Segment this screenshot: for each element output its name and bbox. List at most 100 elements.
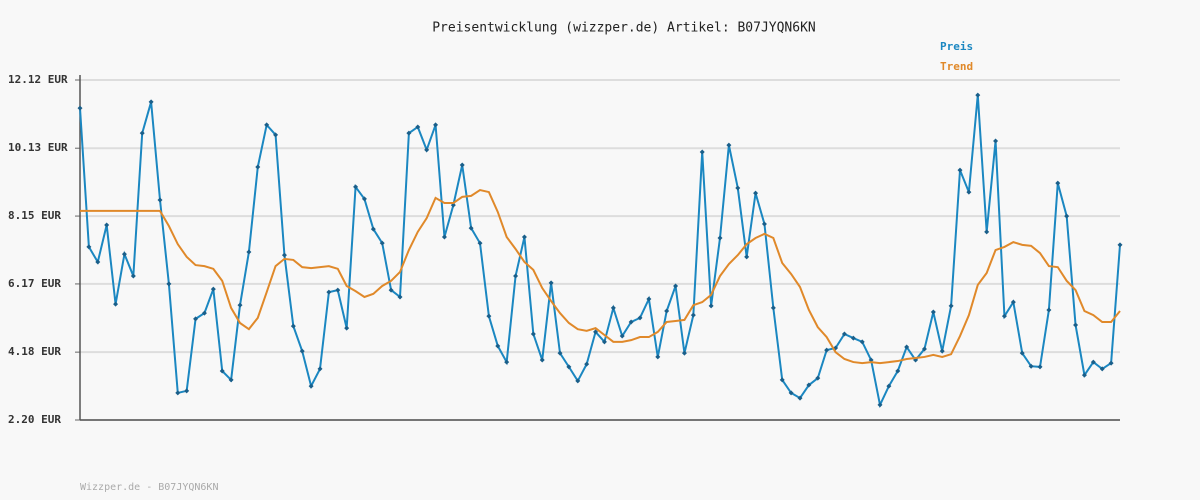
point-marker xyxy=(744,254,750,260)
point-marker xyxy=(628,319,634,325)
point-marker xyxy=(166,281,172,287)
point-marker xyxy=(193,316,199,322)
point-marker xyxy=(335,287,341,293)
point-marker xyxy=(104,222,110,228)
point-marker xyxy=(1081,372,1087,378)
point-marker xyxy=(95,259,101,265)
point-marker xyxy=(575,378,581,384)
point-marker xyxy=(486,313,492,319)
point-marker xyxy=(228,377,234,383)
line-trend xyxy=(80,188,1121,365)
point-marker xyxy=(353,184,359,190)
point-marker xyxy=(708,303,714,309)
point-marker xyxy=(201,310,207,316)
y-tick-label: 10.13 EUR xyxy=(8,141,68,154)
point-marker xyxy=(308,383,314,389)
point-marker xyxy=(993,138,999,144)
point-marker xyxy=(424,147,430,153)
point-marker xyxy=(841,331,847,337)
point-marker xyxy=(735,185,741,191)
point-marker xyxy=(939,348,945,354)
chart-title: Preisentwicklung (wizzper.de) Artikel: B… xyxy=(432,21,816,36)
point-marker xyxy=(557,350,563,356)
point-marker xyxy=(1073,322,1079,328)
point-marker xyxy=(121,251,127,257)
point-marker xyxy=(1108,360,1114,366)
point-marker xyxy=(495,343,501,349)
point-marker xyxy=(139,130,145,136)
point-marker xyxy=(1117,242,1123,248)
point-marker xyxy=(886,383,892,389)
point-marker xyxy=(361,196,367,202)
point-marker xyxy=(326,289,332,295)
point-marker xyxy=(459,162,465,168)
point-marker xyxy=(157,197,163,203)
point-marker xyxy=(281,252,287,258)
point-marker xyxy=(859,339,865,345)
point-marker xyxy=(1046,307,1052,313)
point-marker xyxy=(690,312,696,318)
point-marker xyxy=(210,286,216,292)
point-marker xyxy=(77,105,83,111)
legend-entry: Preis xyxy=(940,40,973,53)
point-marker xyxy=(344,325,350,331)
y-tick-label: 2.20 EUR xyxy=(8,413,61,426)
point-marker xyxy=(806,382,812,388)
point-marker xyxy=(726,142,732,148)
point-marker xyxy=(655,354,661,360)
point-marker xyxy=(584,361,590,367)
point-marker xyxy=(1001,313,1007,319)
point-marker xyxy=(317,366,323,372)
point-marker xyxy=(904,344,910,350)
point-marker xyxy=(264,122,270,128)
line-preis xyxy=(79,94,1121,409)
point-marker xyxy=(379,240,385,246)
point-marker xyxy=(717,235,723,241)
point-marker xyxy=(610,305,616,311)
y-tick-label: 6.17 EUR xyxy=(8,277,61,290)
point-marker xyxy=(681,350,687,356)
point-marker xyxy=(148,99,154,105)
point-marker xyxy=(975,92,981,98)
point-marker xyxy=(984,229,990,235)
point-marker xyxy=(513,273,519,279)
point-marker xyxy=(921,346,927,352)
point-marker xyxy=(948,303,954,309)
point-marker xyxy=(504,359,510,365)
point-marker xyxy=(219,368,225,374)
point-marker xyxy=(815,375,821,381)
point-marker xyxy=(1055,180,1061,186)
point-marker xyxy=(415,124,421,130)
point-marker xyxy=(237,302,243,308)
y-tick-label: 12.12 EUR xyxy=(8,73,68,86)
legend-entry: Trend xyxy=(940,60,973,73)
point-marker xyxy=(1099,366,1105,372)
point-marker xyxy=(175,390,181,396)
point-marker xyxy=(1019,350,1025,356)
point-marker xyxy=(566,364,572,370)
footer: Wizzper.de - B07JYQN6KN xyxy=(80,482,218,493)
point-marker xyxy=(895,368,901,374)
point-marker xyxy=(1064,213,1070,219)
point-marker xyxy=(521,234,527,240)
point-marker xyxy=(397,294,403,300)
point-marker xyxy=(1028,363,1034,369)
point-marker xyxy=(130,273,136,279)
point-marker xyxy=(468,225,474,231)
point-marker xyxy=(601,339,607,345)
point-marker xyxy=(113,301,119,307)
point-marker xyxy=(433,122,439,128)
point-marker xyxy=(850,335,856,341)
point-marker xyxy=(1010,299,1016,305)
point-marker xyxy=(290,323,296,329)
point-marker xyxy=(930,309,936,315)
point-marker xyxy=(86,244,92,250)
point-marker xyxy=(548,280,554,286)
point-marker xyxy=(699,149,705,155)
y-tick-label: 4.18 EUR xyxy=(8,345,61,358)
point-marker xyxy=(1090,359,1096,365)
point-marker xyxy=(299,348,305,354)
point-marker xyxy=(388,287,394,293)
